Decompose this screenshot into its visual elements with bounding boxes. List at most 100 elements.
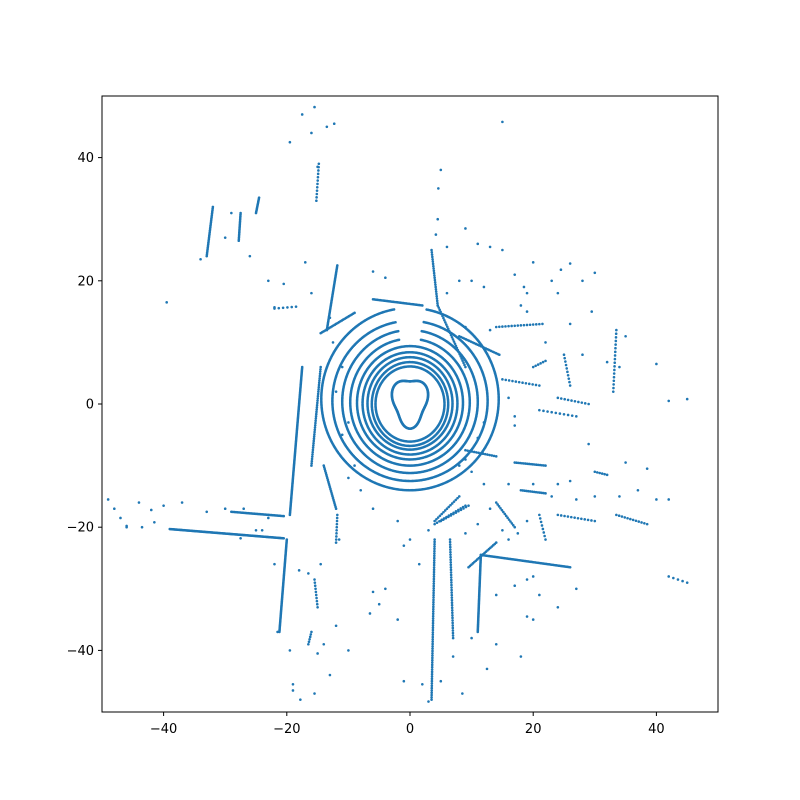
- data-point: [205, 254, 209, 258]
- data-point: [440, 512, 443, 516]
- data-point: [450, 502, 454, 505]
- data-point: [527, 382, 531, 386]
- data-point: [430, 670, 434, 674]
- data-point: [316, 652, 319, 655]
- data-point: [494, 501, 498, 504]
- data-point: [230, 211, 233, 215]
- data-point: [340, 433, 344, 437]
- data-point: [445, 291, 449, 295]
- data-point: [570, 414, 574, 417]
- data-point: [467, 565, 470, 569]
- data-point: [624, 334, 627, 338]
- data-point: [313, 432, 316, 436]
- data-point: [556, 396, 560, 400]
- data-point: [433, 554, 436, 558]
- data-point: [512, 524, 515, 527]
- data-point: [542, 531, 546, 534]
- data-point: [519, 324, 523, 327]
- data-point: [335, 516, 339, 520]
- data-point: [468, 402, 472, 405]
- data-point: [427, 700, 430, 703]
- data-point: [538, 513, 541, 517]
- data-point: [300, 113, 304, 116]
- data-point: [432, 589, 435, 592]
- data-point: [507, 396, 510, 400]
- data-point: [450, 603, 454, 607]
- data-point: [516, 324, 520, 327]
- data-point: [317, 381, 321, 385]
- data-point: [433, 519, 436, 523]
- data-point: [464, 532, 467, 535]
- data-point: [434, 283, 437, 286]
- y-axis: −40 −20 0 20 40: [67, 151, 102, 659]
- data-point: [580, 401, 584, 404]
- data-point: [313, 428, 317, 432]
- data-point: [445, 507, 449, 511]
- data-point: [541, 322, 544, 326]
- data-point: [451, 621, 454, 625]
- data-point: [464, 448, 467, 452]
- data-point: [450, 583, 453, 587]
- data-point: [205, 510, 209, 514]
- data-point: [315, 406, 319, 409]
- data-point: [568, 380, 571, 384]
- data-point: [566, 515, 570, 518]
- data-point: [319, 367, 322, 371]
- data-point: [353, 464, 356, 467]
- data-point: [315, 410, 318, 414]
- data-point: [432, 271, 436, 275]
- data-point: [612, 379, 616, 383]
- data-point: [419, 338, 423, 342]
- data-point: [316, 399, 319, 402]
- data-point: [527, 489, 530, 493]
- data-point: [614, 336, 618, 339]
- data-point: [317, 388, 320, 391]
- data-point: [425, 400, 429, 404]
- data-point: [494, 642, 498, 646]
- data-point: [334, 538, 338, 541]
- data-point: [140, 525, 144, 529]
- data-point: [459, 355, 462, 358]
- data-point: [316, 182, 319, 186]
- data-point: [436, 304, 440, 307]
- data-point: [456, 348, 460, 352]
- data-point: [590, 310, 594, 313]
- data-point: [614, 339, 618, 343]
- data-point: [676, 578, 680, 581]
- data-point: [510, 522, 514, 525]
- data-point: [462, 361, 465, 365]
- data-point: [335, 519, 339, 523]
- data-point: [436, 217, 440, 221]
- data-point: [430, 665, 434, 669]
- data-point: [643, 521, 646, 525]
- data-point: [613, 354, 617, 357]
- data-point: [314, 419, 317, 423]
- data-point: [613, 368, 616, 372]
- data-point: [430, 677, 434, 681]
- data-point: [267, 279, 270, 283]
- data-point: [580, 517, 583, 521]
- data-point: [318, 379, 321, 382]
- data-point: [460, 357, 463, 360]
- data-point: [435, 292, 438, 296]
- data-point: [315, 192, 319, 196]
- data-point: [445, 325, 449, 328]
- data-point: [614, 332, 618, 336]
- data-point: [563, 514, 566, 518]
- data-point: [540, 524, 544, 527]
- data-point: [521, 381, 524, 385]
- data-point: [563, 356, 566, 360]
- data-point: [497, 505, 501, 508]
- data-point: [303, 261, 307, 264]
- data-point: [310, 462, 313, 465]
- data-point: [317, 383, 321, 387]
- data-point: [452, 512, 455, 516]
- data-point: [315, 189, 319, 192]
- data-point: [421, 304, 424, 307]
- data-point: [536, 491, 540, 494]
- data-point: [488, 507, 492, 511]
- data-point: [308, 638, 311, 641]
- data-point: [432, 598, 435, 602]
- data-point: [223, 236, 227, 239]
